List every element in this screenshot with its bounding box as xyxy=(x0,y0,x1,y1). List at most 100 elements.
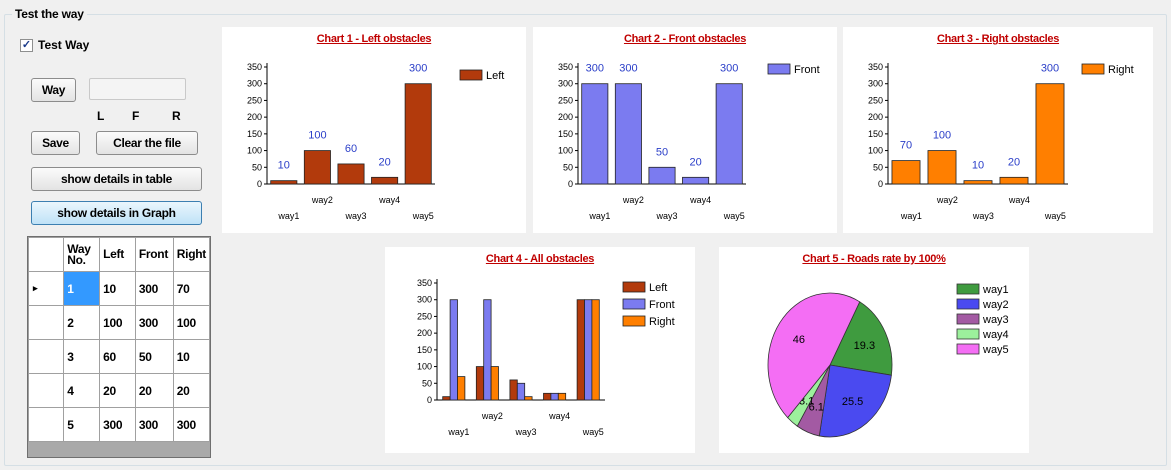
slice-label: 19.3 xyxy=(854,340,875,352)
slice-label: 6.1 xyxy=(809,402,824,414)
table-cell[interactable]: 100 xyxy=(172,305,211,340)
table-cell[interactable]: 20 xyxy=(134,373,174,408)
row-header[interactable] xyxy=(27,373,65,408)
chart2-svg: 0 50 100 150 200 250 300 350 300 way1 300 way2 50 way… xyxy=(558,62,820,221)
col-header-way-no[interactable]: Way No. xyxy=(63,237,101,272)
row-header[interactable] xyxy=(27,407,65,442)
table-cell[interactable]: 4 xyxy=(63,373,101,408)
table-cell[interactable]: 60 xyxy=(99,339,136,374)
show-graph-button[interactable]: show details in Graph xyxy=(31,201,202,225)
chart4-panel: Chart 4 - All obstacles 0 50 100 150 200 250 3… xyxy=(385,247,695,453)
bar xyxy=(475,366,485,401)
row-header-corner xyxy=(27,237,65,272)
y-tick-label: 300 xyxy=(417,295,432,305)
way-input[interactable] xyxy=(89,78,186,100)
y-tick-label: 300 xyxy=(558,79,573,89)
table-cell[interactable]: 300 xyxy=(134,305,174,340)
table-cell[interactable]: 20 xyxy=(99,373,136,408)
chart-title: Chart 1 - Left obstacles xyxy=(316,33,432,45)
legend-label: way4 xyxy=(982,329,1009,341)
table-cell[interactable]: 50 xyxy=(134,339,174,374)
clear-file-button[interactable]: Clear the file xyxy=(96,131,198,155)
table-cell[interactable]: 1 xyxy=(63,271,101,306)
data-label: 300 xyxy=(720,63,738,75)
x-tick-label: way3 xyxy=(972,211,994,221)
x-tick-label: way2 xyxy=(936,195,958,205)
bar xyxy=(682,176,710,185)
label-l: L xyxy=(97,109,105,123)
bar xyxy=(404,83,432,185)
y-tick-label: 250 xyxy=(868,95,883,105)
table-cell[interactable]: 70 xyxy=(172,271,211,306)
data-grid[interactable]: Way No. Left Front Right ▸ 1 10 300 70 2 … xyxy=(27,236,211,458)
show-table-button[interactable]: show details in table xyxy=(31,167,202,191)
table-cell[interactable]: 10 xyxy=(99,271,136,306)
bar xyxy=(483,299,492,401)
legend-swatch xyxy=(622,315,646,327)
table-cell[interactable]: 300 xyxy=(134,407,174,442)
col-header-left[interactable]: Left xyxy=(99,237,136,272)
label-r: R xyxy=(172,109,181,123)
data-label: 100 xyxy=(933,130,951,142)
label-f: F xyxy=(132,109,140,123)
x-tick-label: way2 xyxy=(622,195,644,205)
table-cell[interactable]: 2 xyxy=(63,305,101,340)
x-tick-label: way3 xyxy=(656,211,678,221)
table-cell[interactable]: 100 xyxy=(99,305,136,340)
y-tick-label: 200 xyxy=(417,328,432,338)
chart-title: Chart 4 - All obstacles xyxy=(485,253,595,265)
data-label: 100 xyxy=(308,130,326,142)
table-cell[interactable]: 20 xyxy=(172,373,211,408)
table-row[interactable]: 5 300 300 300 xyxy=(27,407,211,442)
y-tick-label: 250 xyxy=(558,95,573,105)
y-tick-label: 150 xyxy=(868,129,883,139)
x-tick-label: way3 xyxy=(515,427,537,437)
table-cell[interactable]: 300 xyxy=(99,407,136,442)
data-label: 300 xyxy=(1041,63,1059,75)
data-label: 300 xyxy=(619,63,637,75)
table-row[interactable]: 4 20 20 20 xyxy=(27,373,211,408)
table-cell[interactable]: 300 xyxy=(172,407,211,442)
table-cell[interactable]: 300 xyxy=(134,271,174,306)
y-tick-label: 100 xyxy=(868,146,883,156)
legend-swatch xyxy=(956,313,980,325)
save-button[interactable]: Save xyxy=(31,131,80,155)
table-cell[interactable]: 3 xyxy=(63,339,101,374)
bar xyxy=(1035,83,1065,185)
table-cell[interactable]: 10 xyxy=(172,339,211,374)
bar xyxy=(576,299,585,401)
col-header-front[interactable]: Front xyxy=(134,237,174,272)
way-button[interactable]: Way xyxy=(31,78,76,102)
groupbox-border xyxy=(4,14,1167,466)
bar xyxy=(543,392,552,401)
y-tick-label: 0 xyxy=(427,395,432,405)
y-tick-label: 250 xyxy=(417,311,432,321)
legend-label: way1 xyxy=(982,284,1009,296)
col-header-right[interactable]: Right xyxy=(172,237,211,272)
bar xyxy=(648,166,676,185)
table-row[interactable]: ▸ 1 10 300 70 xyxy=(27,271,211,306)
y-tick-label: 300 xyxy=(868,79,883,89)
checkbox-check-icon[interactable]: ✓ xyxy=(20,38,33,52)
bar xyxy=(715,83,743,185)
table-row[interactable]: 2 100 300 100 xyxy=(27,305,211,340)
table-row[interactable]: 3 60 50 10 xyxy=(27,339,211,374)
y-tick-label: 100 xyxy=(558,146,573,156)
x-tick-label: way1 xyxy=(588,211,610,221)
row-header[interactable] xyxy=(27,339,65,374)
x-tick-label: way2 xyxy=(481,411,503,421)
test-way-checkbox[interactable]: ✓ Test Way xyxy=(20,38,89,52)
bar xyxy=(490,366,499,401)
table-header-row: Way No. Left Front Right xyxy=(27,237,211,272)
chart3-svg: 0 50 100 150 200 250 300 350 70 way1 100 way2 10 way3… xyxy=(868,62,1134,221)
row-header[interactable] xyxy=(27,305,65,340)
table-cell[interactable]: 5 xyxy=(63,407,101,442)
checkbox-label: Test Way xyxy=(38,38,90,52)
y-tick-label: 350 xyxy=(247,62,262,72)
bar xyxy=(550,392,559,401)
y-tick-label: 100 xyxy=(417,362,432,372)
bar xyxy=(614,83,642,185)
x-tick-label: way2 xyxy=(311,195,333,205)
